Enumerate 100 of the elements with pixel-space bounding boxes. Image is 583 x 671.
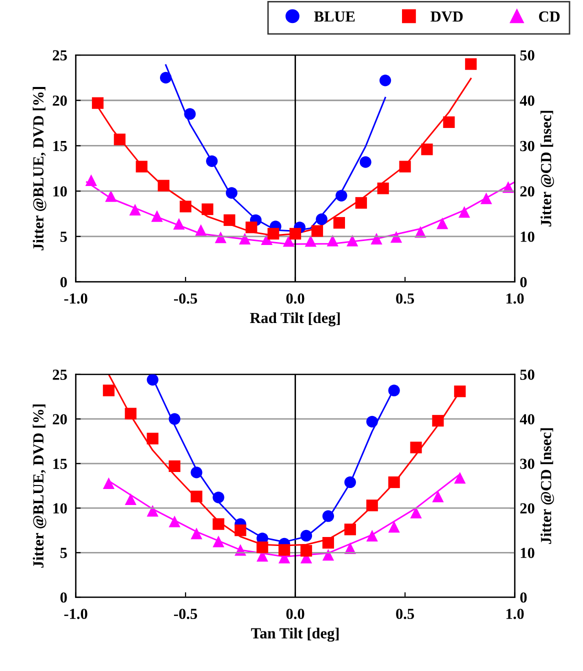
point (300, 530, 312, 542)
point (85, 174, 97, 186)
point (322, 549, 334, 561)
point (366, 530, 378, 542)
point (399, 160, 411, 172)
point (206, 155, 218, 167)
point (146, 432, 158, 444)
point (151, 210, 163, 222)
y2-tick-label: 50 (520, 370, 534, 380)
point (158, 180, 170, 192)
y2-tick-label: 20 (520, 503, 534, 514)
x-tick-label: 0.5 (396, 293, 414, 304)
point (443, 116, 455, 128)
point (226, 187, 238, 199)
point (366, 500, 378, 512)
point (214, 232, 226, 244)
point (333, 217, 345, 229)
point (212, 536, 224, 548)
point (311, 225, 324, 237)
legend-label: DVD (430, 12, 463, 22)
legend-label: BLUE (314, 12, 355, 22)
point (377, 182, 389, 194)
point (344, 476, 356, 488)
y-tick-label: 20 (52, 414, 67, 424)
point (136, 160, 148, 172)
y-tick-label: 25 (52, 50, 67, 60)
point (92, 97, 104, 109)
point (370, 232, 382, 245)
x-tick-label: 1.0 (506, 293, 524, 304)
point (388, 384, 400, 396)
point (465, 58, 477, 70)
y-tick-label: 15 (53, 458, 67, 469)
point (300, 545, 312, 557)
point (304, 235, 316, 247)
x-tick-label: -1.0 (64, 293, 88, 304)
point (256, 541, 268, 554)
point (326, 234, 338, 246)
y-axis-title: Jitter @BLUE, DVD [%] (32, 87, 46, 250)
y2-tick-label: 30 (520, 140, 534, 152)
point (124, 493, 136, 505)
point (184, 108, 196, 120)
point (212, 518, 224, 530)
y-tick-label: 25 (52, 370, 67, 380)
y-tick-label: 0 (60, 276, 67, 288)
point (379, 74, 392, 86)
y2-tick-label: 30 (520, 458, 534, 469)
y-tick-label: 10 (53, 186, 67, 197)
point (202, 203, 214, 216)
point (346, 234, 358, 246)
point (390, 231, 402, 243)
point (410, 442, 422, 454)
point (289, 228, 302, 240)
point (224, 214, 236, 226)
x-tick-label: -1.0 (64, 608, 88, 620)
y-tick-label: 5 (60, 548, 67, 558)
point (160, 72, 172, 84)
point (322, 510, 334, 522)
y2-tick-label: 20 (520, 186, 534, 197)
y2-tick-label: 10 (520, 232, 534, 242)
point (190, 466, 202, 478)
point (124, 408, 136, 420)
x-tick-label: -0.5 (174, 293, 198, 304)
point (454, 472, 466, 484)
point (458, 206, 470, 218)
point (212, 492, 224, 504)
point (102, 477, 115, 489)
point (366, 416, 378, 428)
point (436, 217, 448, 230)
y2-axis-title: Jitter @CD [nsec] (540, 110, 554, 226)
y-tick-label: 5 (60, 232, 67, 242)
point (454, 386, 466, 398)
point (480, 192, 492, 204)
y-tick-label: 10 (53, 503, 67, 514)
point (180, 200, 192, 212)
y2-tick-label: 10 (520, 548, 534, 558)
point (432, 414, 444, 427)
point (105, 190, 117, 202)
point (282, 235, 295, 247)
point (278, 544, 290, 556)
x-axis-title: Tan Tilt [deg] (251, 628, 339, 642)
legend-label: CD (539, 11, 560, 22)
y2-tick-label: 0 (520, 276, 527, 288)
point (246, 222, 258, 234)
point (421, 144, 433, 156)
x-tick-label: 0.0 (286, 608, 304, 620)
y2-tick-label: 40 (520, 96, 534, 106)
point (168, 460, 180, 472)
point (146, 504, 158, 517)
point (114, 134, 126, 146)
point (360, 156, 372, 168)
x-tick-label: -0.5 (174, 608, 198, 620)
point (316, 213, 328, 226)
y-axis-title: Jitter @BLUE, DVD [%] (32, 404, 46, 568)
x-tick-label: 0.0 (286, 293, 304, 304)
x-tick-label: 0.5 (396, 608, 414, 620)
point (238, 232, 251, 245)
point (388, 476, 400, 488)
y2-tick-label: 0 (520, 592, 527, 603)
point (234, 524, 246, 536)
point (102, 384, 115, 396)
